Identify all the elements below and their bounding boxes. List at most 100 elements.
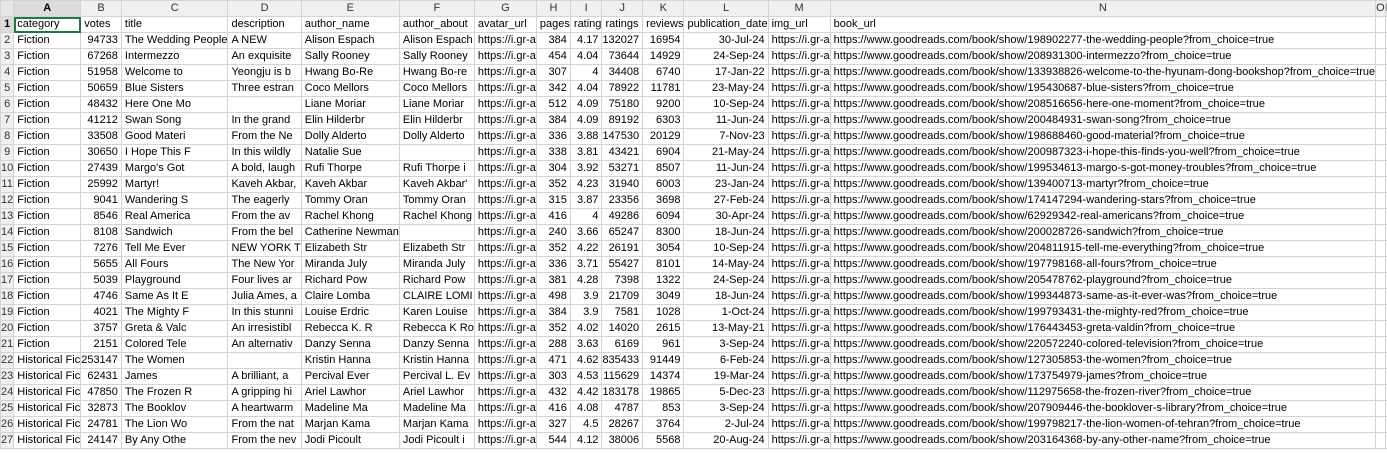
cell-o23[interactable] [1375,368,1386,385]
cell-m25[interactable]: https://i.gr-a [767,400,831,417]
cell-e13[interactable]: Rachel Khong [300,208,400,225]
cell-e4[interactable]: Hwang Bo-Re [300,64,400,81]
cell-a19[interactable]: Fiction [13,304,82,321]
cell-o22[interactable] [1375,352,1386,369]
cell-d16[interactable]: The New Yor [227,256,302,273]
cell-d12[interactable]: The eagerly [227,192,302,209]
cell-f8[interactable]: Dolly Alderto [398,128,475,145]
cell-e9[interactable]: Natalie Sue [300,144,400,161]
cell-a15[interactable]: Fiction [13,240,82,257]
cell-n16[interactable]: https://www.goodreads.com/book/show/1977… [829,256,1377,273]
cell-m1[interactable]: img_url [767,16,831,33]
cell-f12[interactable]: Tommy Oran [398,192,475,209]
cell-h24[interactable]: 432 [535,384,571,401]
cell-b11[interactable]: 25992 [80,176,122,193]
cell-d13[interactable]: From the av [227,208,302,225]
cell-b22[interactable]: 253147 [80,352,122,369]
cell-e19[interactable]: Louise Erdric [300,304,400,321]
cell-k22[interactable]: 91449 [642,352,685,369]
cell-m15[interactable]: https://i.gr-a [767,240,831,257]
cell-d10[interactable]: A bold, laugh [227,160,302,177]
cell-m19[interactable]: https://i.gr-a [767,304,831,321]
cell-i19[interactable]: 3.9 [569,304,603,321]
cell-l7[interactable]: 11-Jun-24 [683,112,769,129]
column-header-l[interactable]: L [683,0,769,17]
cell-n22[interactable]: https://www.goodreads.com/book/show/1273… [829,352,1377,369]
row-header[interactable]: 27 [0,432,15,449]
cell-b15[interactable]: 7276 [80,240,122,257]
cell-d25[interactable]: A heartwarm [227,400,302,417]
cell-m2[interactable]: https://i.gr-a [767,32,831,49]
cell-m14[interactable]: https://i.gr-a [767,224,831,241]
cell-f24[interactable]: Ariel Lawhor [398,384,475,401]
cell-h17[interactable]: 381 [535,272,571,289]
cell-f14[interactable] [398,224,475,241]
cell-e27[interactable]: Jodi Picoult [300,432,400,449]
cell-o21[interactable] [1375,336,1386,353]
cell-b2[interactable]: 94733 [80,32,122,49]
cell-m13[interactable]: https://i.gr-a [767,208,831,225]
cell-a9[interactable]: Fiction [13,144,82,161]
cell-h18[interactable]: 498 [535,288,571,305]
column-header-g[interactable]: G [473,0,537,17]
cell-k24[interactable]: 19865 [642,384,685,401]
cell-h10[interactable]: 304 [535,160,571,177]
cell-b8[interactable]: 33508 [80,128,122,145]
column-header-n[interactable]: N [829,0,1377,17]
cell-b10[interactable]: 27439 [80,160,122,177]
column-header-o[interactable]: O [1375,0,1386,17]
cell-b18[interactable]: 4746 [80,288,122,305]
cell-b25[interactable]: 32873 [80,400,122,417]
cell-n12[interactable]: https://www.goodreads.com/book/show/1741… [829,192,1377,209]
cell-l16[interactable]: 14-May-24 [683,256,769,273]
cell-a11[interactable]: Fiction [13,176,82,193]
cell-f13[interactable]: Rachel Khong [398,208,475,225]
cell-a1[interactable]: category [13,16,82,33]
cell-j20[interactable]: 14020 [601,320,644,337]
cell-c19[interactable]: The Mighty F [120,304,229,321]
cell-g9[interactable]: https://i.gr-a [473,144,537,161]
cell-j16[interactable]: 55427 [601,256,644,273]
column-header-m[interactable]: M [767,0,831,17]
cell-e22[interactable]: Kristin Hanna [300,352,400,369]
cell-j2[interactable]: 132027 [601,32,644,49]
cell-o4[interactable] [1375,64,1386,81]
cell-l5[interactable]: 23-May-24 [683,80,769,97]
cell-o12[interactable] [1375,192,1386,209]
cell-i27[interactable]: 4.12 [569,432,603,449]
cell-g5[interactable]: https://i.gr-a [473,80,537,97]
cell-i11[interactable]: 4.23 [569,176,603,193]
cell-b1[interactable]: votes [80,16,122,33]
cell-f3[interactable]: Sally Rooney [398,48,475,65]
cell-b6[interactable]: 48432 [80,96,122,113]
cell-c12[interactable]: Wandering S [120,192,229,209]
cell-a8[interactable]: Fiction [13,128,82,145]
cell-e21[interactable]: Danzy Senna [300,336,400,353]
cell-n14[interactable]: https://www.goodreads.com/book/show/2000… [829,224,1377,241]
cell-c3[interactable]: Intermezzo [120,48,229,65]
cell-j26[interactable]: 28267 [601,416,644,433]
cell-k9[interactable]: 6904 [642,144,685,161]
cell-j1[interactable]: ratings [601,16,644,33]
cell-g3[interactable]: https://i.gr-a [473,48,537,65]
cell-j25[interactable]: 4787 [601,400,644,417]
column-header-f[interactable]: F [398,0,475,17]
cell-f25[interactable]: Madeline Ma [398,400,475,417]
cell-c15[interactable]: Tell Me Ever [120,240,229,257]
cell-g13[interactable]: https://i.gr-a [473,208,537,225]
cell-d21[interactable]: An alternativ [227,336,302,353]
select-all-corner[interactable] [0,0,15,17]
cell-f27[interactable]: Jodi Picoult i [398,432,475,449]
cell-m23[interactable]: https://i.gr-a [767,368,831,385]
cell-c26[interactable]: The Lion Wo [120,416,229,433]
cell-e16[interactable]: Miranda July [300,256,400,273]
cell-d15[interactable]: NEW YORK T [227,240,302,257]
cell-f19[interactable]: Karen Louise [398,304,475,321]
cell-n2[interactable]: https://www.goodreads.com/book/show/1989… [829,32,1377,49]
cell-m12[interactable]: https://i.gr-a [767,192,831,209]
cell-c10[interactable]: Margo's Got [120,160,229,177]
cell-a5[interactable]: Fiction [13,80,82,97]
cell-e2[interactable]: Alison Espach [300,32,400,49]
cell-a13[interactable]: Fiction [13,208,82,225]
cell-j6[interactable]: 75180 [601,96,644,113]
